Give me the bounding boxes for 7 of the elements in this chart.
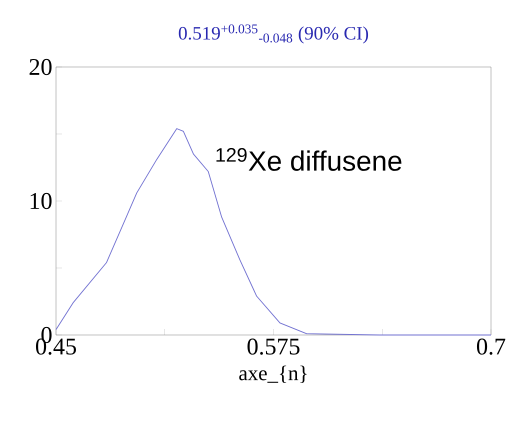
chart-title: 0.519$^{+0.035}$$_{-0.048}$ (90% CI)	[178, 24, 368, 44]
x-tick-label: 0.575	[248, 338, 300, 355]
annotation: $^{129}$Xe diffusene	[216, 148, 402, 171]
x-tick-label: 0.7	[476, 338, 506, 355]
y-tick-label: 10	[30, 192, 52, 210]
y-tick-label: 20	[30, 58, 52, 76]
x-axis-title: axe_{n}	[239, 366, 307, 383]
